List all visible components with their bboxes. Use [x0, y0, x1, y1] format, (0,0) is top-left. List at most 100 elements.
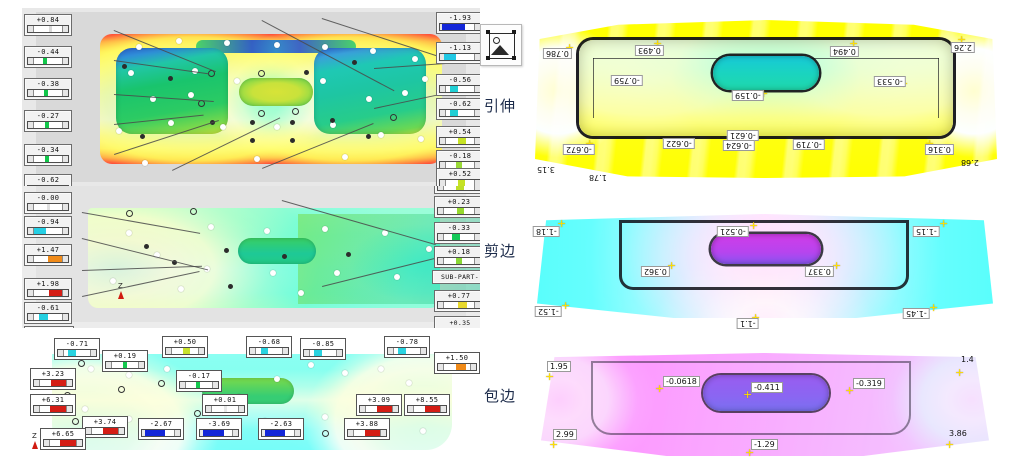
- value-gauge: [27, 203, 69, 211]
- value-gauge: [27, 255, 69, 263]
- measurement-tag[interactable]: -1.18: [533, 226, 560, 237]
- image-mountain: [491, 45, 509, 55]
- callout-box[interactable]: -1.13: [436, 42, 480, 64]
- callout-box[interactable]: -2.63: [258, 418, 304, 440]
- measurement-tag[interactable]: -0.719: [793, 139, 825, 150]
- value-gauge: [105, 361, 145, 369]
- value-gauge: [437, 207, 480, 215]
- value-gauge: [33, 405, 73, 413]
- callout-box[interactable]: +3.74: [82, 416, 128, 438]
- center-pad: [239, 78, 313, 106]
- callout-box[interactable]: +0.52: [436, 168, 480, 186]
- callout-box[interactable]: +1.50: [434, 352, 480, 374]
- image-sun: [493, 37, 500, 44]
- callout-box[interactable]: -0.85: [300, 338, 346, 360]
- callout-box[interactable]: -2.67: [138, 418, 184, 440]
- callout-box[interactable]: -3.69: [196, 418, 242, 440]
- callout-box[interactable]: +3.23: [30, 368, 76, 390]
- handle-top-right[interactable]: [512, 30, 516, 34]
- callout-box[interactable]: -0.78: [384, 336, 430, 358]
- value-gauge: [43, 439, 83, 447]
- measurement-tag[interactable]: -0.624: [723, 140, 755, 151]
- callout-box[interactable]: -1.93: [436, 12, 480, 34]
- handle-bottom-right[interactable]: [512, 56, 516, 60]
- callout-box[interactable]: -0.56: [436, 74, 480, 96]
- callout-box[interactable]: +1.98: [24, 278, 72, 300]
- callout-box[interactable]: +6.31: [30, 394, 76, 416]
- image-placeholder-icon[interactable]: [480, 24, 522, 66]
- callout-box[interactable]: -0.61: [24, 302, 72, 324]
- z-axis-indicator: Z: [32, 432, 38, 449]
- callout-box[interactable]: +1.31: [24, 326, 74, 328]
- value-gauge: [27, 89, 69, 97]
- callout-box[interactable]: +6.65: [40, 428, 86, 450]
- measurement-tag[interactable]: 1.95: [547, 361, 571, 372]
- measurement-tag[interactable]: 0.786: [543, 48, 572, 59]
- callout-box[interactable]: +0.50: [162, 336, 208, 358]
- measurement-tag[interactable]: -1.29: [751, 439, 778, 450]
- callout-box[interactable]: -0.27: [24, 110, 72, 132]
- measurement-tag[interactable]: 3.15: [537, 165, 555, 174]
- callout-box[interactable]: +0.77: [434, 290, 480, 312]
- handle-bottom-left[interactable]: [486, 56, 490, 60]
- callout-box[interactable]: +0.01: [434, 186, 480, 194]
- callout-box[interactable]: +3.09: [356, 394, 402, 416]
- callout-box[interactable]: -0.94: [24, 216, 72, 238]
- measurement-tag[interactable]: 2.26: [951, 42, 975, 53]
- measurement-tag[interactable]: 0.362: [641, 266, 670, 277]
- measurement-tag[interactable]: 1.78: [589, 173, 607, 182]
- callout-box[interactable]: -0.44: [24, 46, 72, 68]
- callout-box[interactable]: -0.71: [54, 338, 100, 360]
- callout-box[interactable]: -0.34: [24, 144, 72, 166]
- z-axis-indicator: Z: [118, 282, 124, 299]
- value-gauge: [27, 185, 69, 186]
- callout-box[interactable]: -0.00: [24, 192, 72, 214]
- measurement-tag[interactable]: 0.494: [830, 46, 859, 57]
- value-gauge: [437, 363, 477, 371]
- measurement-tag[interactable]: -0.759: [611, 75, 643, 86]
- value-gauge: [439, 179, 480, 186]
- value-gauge: [407, 405, 447, 413]
- value-gauge: [27, 313, 69, 321]
- measurement-tag[interactable]: -0.411: [751, 382, 783, 393]
- callout-box[interactable]: +8.55: [404, 394, 450, 416]
- callout-box[interactable]: -0.38: [24, 78, 72, 100]
- handle-top-left[interactable]: [486, 30, 490, 34]
- measurement-tag[interactable]: -0.672: [563, 144, 595, 155]
- callout-box[interactable]: +0.18: [434, 246, 480, 268]
- callout-box[interactable]: +0.35: [434, 316, 480, 328]
- measurement-tag[interactable]: -1.45: [903, 308, 930, 319]
- measurement-tag[interactable]: -0.0618: [663, 376, 700, 387]
- measurement-tag[interactable]: 0.316: [925, 144, 954, 155]
- callout-box[interactable]: +3.88: [344, 418, 390, 440]
- callout-box[interactable]: -0.33: [434, 222, 480, 244]
- measurement-tag[interactable]: -0.533: [874, 76, 906, 87]
- measurement-tag[interactable]: 2.99: [553, 429, 577, 440]
- measurement-tag[interactable]: -0.159: [732, 90, 764, 101]
- measurement-tag[interactable]: 2.68: [961, 158, 979, 167]
- callout-box[interactable]: +0.54: [436, 126, 480, 148]
- measurement-tag[interactable]: -0.622: [663, 138, 695, 149]
- measurement-tag[interactable]: 1.4: [961, 355, 974, 364]
- center-pad: [711, 234, 821, 264]
- measurement-tag[interactable]: -1.1: [737, 318, 759, 329]
- callout-box[interactable]: -0.62: [24, 174, 72, 186]
- measurement-tag[interactable]: -1.15: [913, 226, 940, 237]
- measurement-tag[interactable]: -0.319: [853, 378, 885, 389]
- callout-box[interactable]: +0.23: [434, 196, 480, 218]
- callout-box[interactable]: +0.84: [24, 14, 72, 36]
- value-gauge: [437, 186, 480, 191]
- measurement-tag[interactable]: 0.337: [805, 266, 834, 277]
- callout-box[interactable]: -0.62: [436, 98, 480, 120]
- sub-part-tag[interactable]: SUB-PART-: [432, 270, 480, 284]
- measurement-tag[interactable]: -1.52: [535, 306, 562, 317]
- callout-box[interactable]: +1.47: [24, 244, 72, 266]
- callout-box[interactable]: -0.68: [246, 336, 292, 358]
- value-gauge: [165, 347, 205, 355]
- measurement-tag[interactable]: -0.521: [717, 226, 749, 237]
- measurement-tag[interactable]: 0.493: [635, 45, 664, 56]
- callout-box[interactable]: +0.01: [202, 394, 248, 416]
- measurement-tag[interactable]: 3.86: [949, 429, 967, 438]
- callout-box[interactable]: -0.17: [176, 370, 222, 392]
- callout-box[interactable]: +0.19: [102, 350, 148, 372]
